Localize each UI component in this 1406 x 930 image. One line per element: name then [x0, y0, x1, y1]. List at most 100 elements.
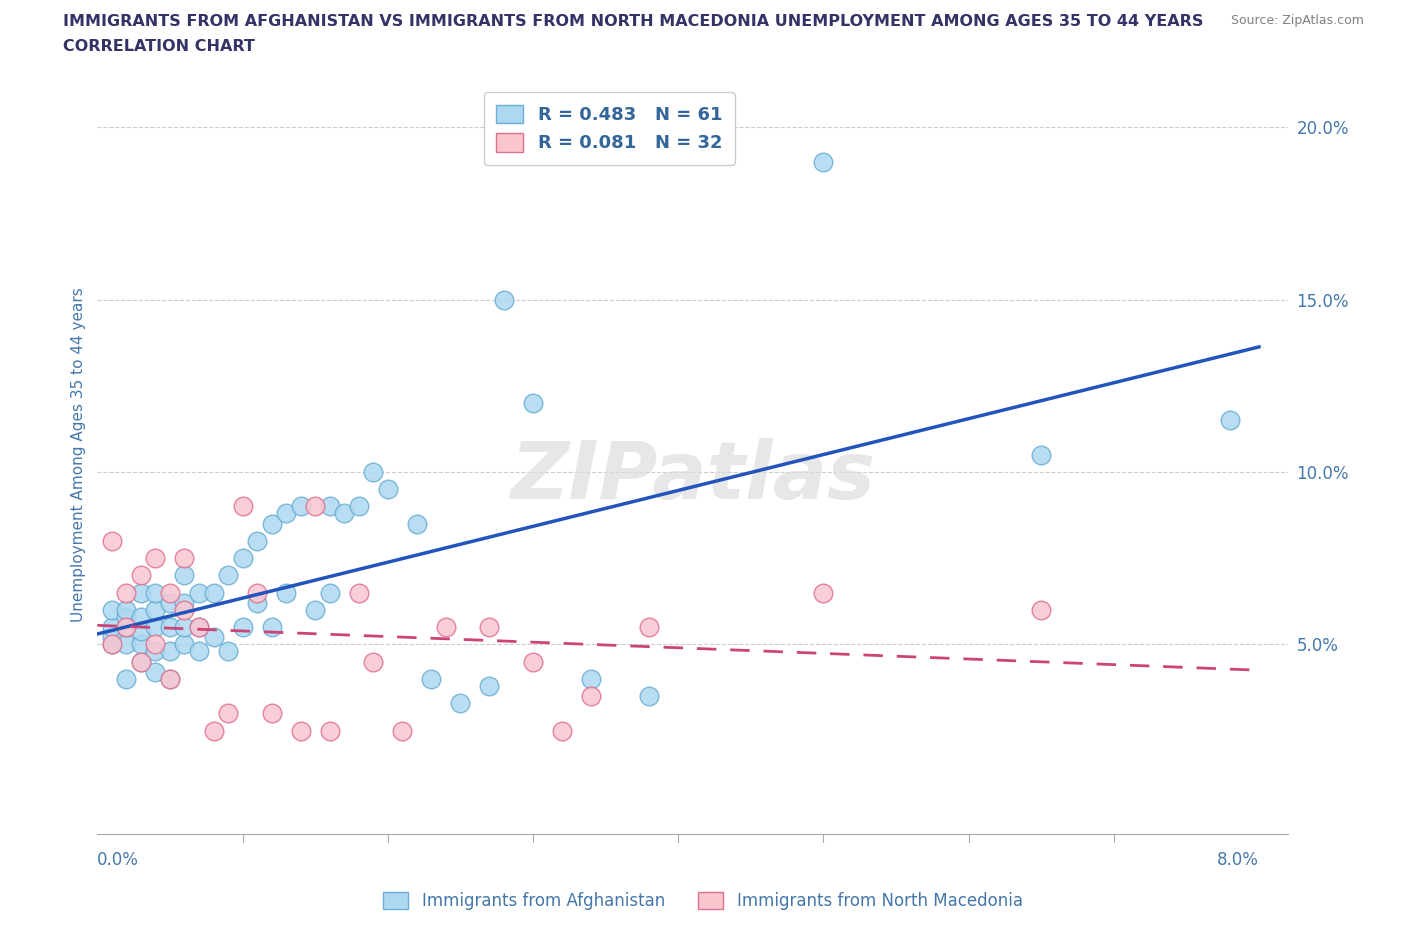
Point — [101, 619, 124, 634]
Point — [159, 585, 181, 600]
Point — [551, 724, 574, 738]
Point — [202, 724, 225, 738]
Point — [101, 534, 124, 549]
Point — [260, 516, 283, 531]
Point — [361, 465, 384, 480]
Y-axis label: Unemployment Among Ages 35 to 44 years: Unemployment Among Ages 35 to 44 years — [72, 287, 86, 622]
Point — [318, 499, 340, 514]
Point — [274, 506, 297, 521]
Legend: Immigrants from Afghanistan, Immigrants from North Macedonia: Immigrants from Afghanistan, Immigrants … — [377, 885, 1029, 917]
Point — [246, 585, 269, 600]
Point — [145, 665, 167, 680]
Text: IMMIGRANTS FROM AFGHANISTAN VS IMMIGRANTS FROM NORTH MACEDONIA UNEMPLOYMENT AMON: IMMIGRANTS FROM AFGHANISTAN VS IMMIGRANT… — [63, 14, 1204, 29]
Point — [145, 619, 167, 634]
Point — [522, 395, 544, 410]
Point — [318, 585, 340, 600]
Point — [129, 609, 152, 624]
Point — [260, 619, 283, 634]
Point — [145, 644, 167, 658]
Point — [579, 671, 602, 686]
Point — [304, 603, 326, 618]
Point — [188, 619, 211, 634]
Point — [522, 654, 544, 669]
Point — [813, 154, 835, 169]
Point — [232, 551, 254, 565]
Point — [347, 499, 370, 514]
Point — [173, 637, 195, 652]
Point — [434, 619, 457, 634]
Point — [115, 603, 138, 618]
Point — [217, 568, 239, 583]
Point — [145, 551, 167, 565]
Point — [145, 585, 167, 600]
Point — [145, 637, 167, 652]
Point — [638, 689, 661, 704]
Legend: R = 0.483   N = 61, R = 0.081   N = 32: R = 0.483 N = 61, R = 0.081 N = 32 — [484, 92, 735, 165]
Point — [101, 637, 124, 652]
Point — [173, 603, 195, 618]
Point — [333, 506, 356, 521]
Point — [129, 568, 152, 583]
Point — [159, 619, 181, 634]
Point — [478, 619, 501, 634]
Point — [159, 671, 181, 686]
Point — [173, 568, 195, 583]
Point — [129, 654, 152, 669]
Point — [188, 585, 211, 600]
Point — [274, 585, 297, 600]
Point — [1031, 603, 1053, 618]
Point — [304, 499, 326, 514]
Point — [188, 644, 211, 658]
Point — [391, 724, 413, 738]
Point — [260, 706, 283, 721]
Point — [638, 619, 661, 634]
Text: 0.0%: 0.0% — [97, 852, 139, 870]
Point — [159, 595, 181, 610]
Point — [173, 619, 195, 634]
Point — [232, 619, 254, 634]
Point — [217, 644, 239, 658]
Point — [232, 499, 254, 514]
Point — [115, 619, 138, 634]
Point — [115, 585, 138, 600]
Point — [202, 630, 225, 644]
Point — [420, 671, 443, 686]
Point — [318, 724, 340, 738]
Point — [449, 696, 471, 711]
Point — [159, 644, 181, 658]
Point — [101, 630, 124, 644]
Point — [101, 637, 124, 652]
Point — [129, 623, 152, 638]
Point — [290, 499, 312, 514]
Point — [478, 678, 501, 693]
Point — [246, 534, 269, 549]
Text: 8.0%: 8.0% — [1218, 852, 1258, 870]
Point — [217, 706, 239, 721]
Point — [145, 603, 167, 618]
Point — [115, 637, 138, 652]
Point — [173, 595, 195, 610]
Text: CORRELATION CHART: CORRELATION CHART — [63, 39, 254, 54]
Point — [129, 637, 152, 652]
Point — [202, 585, 225, 600]
Point — [173, 551, 195, 565]
Point — [1031, 447, 1053, 462]
Point — [290, 724, 312, 738]
Point — [405, 516, 427, 531]
Point — [492, 292, 515, 307]
Point — [188, 619, 211, 634]
Point — [377, 482, 399, 497]
Point — [115, 619, 138, 634]
Point — [361, 654, 384, 669]
Point — [101, 603, 124, 618]
Point — [246, 595, 269, 610]
Point — [159, 671, 181, 686]
Point — [115, 609, 138, 624]
Point — [129, 654, 152, 669]
Point — [347, 585, 370, 600]
Point — [1219, 413, 1241, 428]
Point — [115, 671, 138, 686]
Text: Source: ZipAtlas.com: Source: ZipAtlas.com — [1230, 14, 1364, 27]
Text: ZIPatlas: ZIPatlas — [510, 439, 875, 516]
Point — [579, 689, 602, 704]
